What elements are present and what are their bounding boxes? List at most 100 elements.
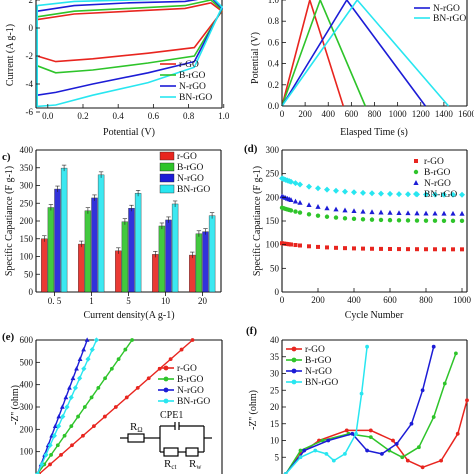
x-tick-label: 5: [126, 296, 131, 306]
panel-b-y-label: Potential (V): [250, 32, 261, 84]
panel-a-curves: [36, 0, 224, 108]
x-tick-label: 10: [161, 296, 171, 306]
point-r-GO: [334, 245, 338, 250]
point-N-rGO: [423, 210, 429, 216]
nyquist-point-BN-rGO: [72, 385, 79, 391]
y-tick-label: 250: [266, 169, 280, 179]
nyquist-zoom-point-BN-rGO: [331, 458, 336, 463]
nyquist-zoom-point-B-rGO: [454, 351, 458, 356]
x-tick-label: 0: [280, 295, 285, 305]
panel-e-y-label: -Z'' (ohm): [10, 385, 21, 425]
point-B-rGO: [351, 216, 357, 222]
nyquist-point-B-rGO: [55, 443, 60, 448]
y-tick-label: 300: [20, 181, 34, 191]
nyquist-point-r-GO: [135, 385, 140, 390]
nyquist-point-B-rGO: [116, 357, 121, 362]
panel-c-x-ticks: 0. 5 1 5 10 20: [48, 292, 208, 306]
point-N-rGO: [324, 205, 330, 211]
nyquist-point-B-rGO: [130, 338, 135, 342]
nyquist-zoom-point-N-rGO: [302, 448, 307, 453]
point-BN-rGO: [292, 180, 299, 187]
nyquist-point-BN-rGO: [43, 452, 49, 458]
bar-r-GO: [189, 254, 196, 293]
point-N-rGO: [378, 209, 384, 215]
legend-label: r-GO: [177, 364, 197, 374]
y-tick-label: 0: [29, 287, 34, 297]
point-r-GO: [415, 247, 419, 252]
point-r-GO: [424, 247, 428, 252]
x-tick-label: 600: [383, 295, 397, 305]
panel-a-x-label: Potential (V): [103, 127, 155, 138]
nyquist-zoom-point-N-rGO: [394, 441, 399, 446]
legend-label: N-rGO: [177, 386, 204, 396]
point-B-rGO: [360, 217, 366, 222]
y-tick-label: 35: [270, 352, 280, 362]
point-BN-rGO: [405, 191, 411, 198]
point-B-rGO: [324, 214, 330, 219]
nyquist-point-BN-rGO: [93, 337, 100, 343]
panel-f-label: (f): [246, 325, 257, 337]
y-tick-label: 300: [266, 145, 280, 155]
point-r-GO: [442, 247, 446, 252]
nyquist-point-N-rGO: [74, 366, 79, 371]
panel-d-y-label: Specific Capatiance (F g-1): [252, 166, 263, 276]
y-tick-label: 10: [270, 436, 280, 446]
point-r-GO: [307, 244, 311, 249]
point-B-rGO: [333, 215, 339, 220]
panel-f-y-ticks: 40 35 30 25 20 15 10 5: [270, 335, 286, 462]
y-tick-label: 20: [270, 402, 280, 412]
x-tick-label: 400: [347, 295, 361, 305]
nyquist-zoom-point-r-GO: [420, 465, 425, 470]
panel-a-y-ticks: 2 0 -2 -4 -6: [26, 0, 40, 117]
y-tick-label: 0.6: [268, 37, 280, 47]
cv-curve-BN-rGO: [36, 0, 223, 108]
point-B-rGO: [293, 209, 298, 214]
legend-swatch: [159, 151, 175, 161]
legend-label: N-rGO: [179, 82, 206, 92]
x-tick-label: 0.6: [148, 111, 160, 121]
nyquist-point-BN-rGO: [64, 404, 70, 410]
nyquist-point-B-rGO: [89, 395, 94, 400]
x-tick-label: 1600: [458, 109, 474, 119]
panel-f-curves: [283, 344, 469, 474]
legend-label: BN-rGO: [177, 185, 210, 195]
point-r-GO: [352, 246, 356, 251]
nyquist-point-BN-rGO: [55, 423, 62, 429]
x-tick-label: 20: [198, 296, 208, 306]
nyquist-zoom-point-r-GO: [439, 458, 443, 463]
y-tick-label: 200: [20, 216, 34, 226]
x-tick-label: 1000: [389, 109, 408, 119]
bar-B-rGO: [195, 233, 203, 293]
nyquist-zoom-point-N-rGO: [326, 438, 331, 443]
point-r-GO: [325, 245, 329, 250]
point-r-GO: [316, 244, 320, 249]
bar-B-rGO: [84, 210, 92, 293]
bar-r-GO: [115, 250, 122, 293]
legend-label: B-rGO: [179, 71, 206, 81]
y-tick-label: 40: [270, 335, 280, 345]
nyquist-point-r-GO: [59, 452, 63, 457]
legend-marker: [163, 365, 169, 371]
point-r-GO: [433, 247, 437, 252]
nyquist-zoom-point-B-rGO: [298, 448, 303, 453]
x-tick-label: 1400: [435, 109, 454, 119]
point-N-rGO: [288, 197, 294, 202]
circuit-r-w: Rw: [189, 458, 202, 471]
y-tick-label: 0.8: [268, 16, 280, 26]
nyquist-zoom-point-N-rGO: [380, 452, 384, 456]
x-tick-label: 200: [311, 295, 325, 305]
legend-label: r-GO: [424, 157, 444, 167]
legend-label: N-rGO: [305, 367, 332, 377]
legend-marker: [414, 159, 418, 163]
nyquist-zoom-point-B-rGO: [400, 455, 405, 460]
y-tick-label: 2: [29, 0, 34, 5]
y-tick-label: 150: [266, 216, 280, 226]
nyquist-zoom-point-B-rGO: [442, 381, 447, 386]
point-B-rGO: [441, 218, 447, 223]
legend-label: N-rGO: [424, 179, 451, 189]
point-B-rGO: [423, 218, 429, 223]
